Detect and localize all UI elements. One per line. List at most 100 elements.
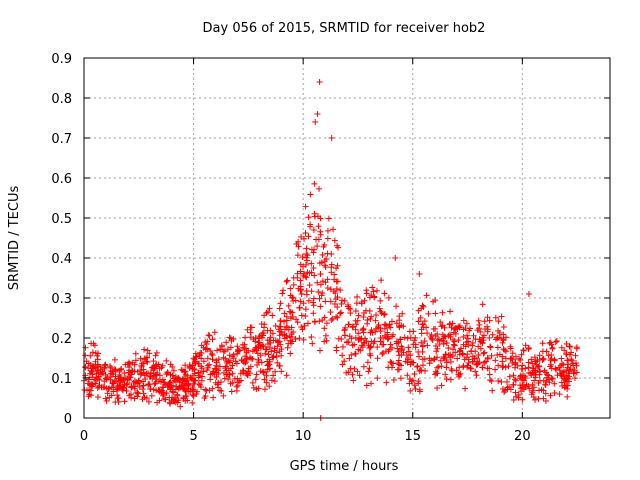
data-point <box>114 395 121 402</box>
data-point <box>492 357 499 364</box>
data-point <box>109 380 116 387</box>
data-point <box>405 355 412 362</box>
data-point <box>294 319 301 326</box>
data-point <box>234 375 241 382</box>
data-point <box>573 344 580 351</box>
data-point <box>519 384 526 391</box>
data-point <box>563 367 570 374</box>
data-point <box>173 383 180 390</box>
data-point <box>287 337 294 344</box>
data-point <box>89 371 96 378</box>
data-point <box>123 387 130 394</box>
x-tick-label: 20 <box>514 429 531 444</box>
data-point <box>399 345 406 352</box>
data-point <box>128 384 135 391</box>
y-tick-label: 0.2 <box>51 332 72 347</box>
data-point <box>103 376 110 383</box>
data-point <box>358 299 365 306</box>
data-point <box>428 357 435 364</box>
data-point <box>111 356 118 363</box>
data-point <box>396 324 403 331</box>
data-point <box>487 343 494 350</box>
data-point <box>383 322 390 329</box>
data-point <box>209 370 216 377</box>
data-point <box>447 308 454 315</box>
data-point <box>181 368 188 375</box>
data-point <box>94 361 101 368</box>
data-point <box>244 326 251 333</box>
data-point <box>407 361 414 368</box>
data-point <box>226 371 233 378</box>
data-point <box>348 351 355 358</box>
data-point <box>387 358 394 365</box>
data-point <box>211 329 218 336</box>
data-point <box>563 382 570 389</box>
x-tick-label: 15 <box>404 429 421 444</box>
data-point <box>338 297 345 304</box>
data-point <box>512 353 519 360</box>
plot-frame <box>83 57 611 419</box>
data-point <box>276 338 283 345</box>
data-point <box>82 363 89 370</box>
data-point <box>266 383 273 390</box>
data-point <box>427 333 434 340</box>
data-point <box>565 376 572 383</box>
data-point <box>256 339 263 346</box>
data-point <box>500 363 507 370</box>
data-point <box>567 343 574 350</box>
data-point <box>343 339 350 346</box>
data-point <box>277 317 284 324</box>
data-point <box>353 321 360 328</box>
data-point <box>138 370 145 377</box>
data-point <box>216 363 223 370</box>
data-point <box>172 373 179 380</box>
data-point <box>375 324 382 331</box>
data-point <box>535 379 542 386</box>
data-point <box>500 324 507 331</box>
data-point <box>363 382 370 389</box>
data-point <box>300 336 307 343</box>
data-point <box>487 344 494 351</box>
data-point <box>525 364 532 371</box>
data-point <box>302 203 309 210</box>
data-point <box>102 361 109 368</box>
data-point <box>394 366 401 373</box>
data-point <box>283 334 290 341</box>
data-point <box>535 395 542 402</box>
data-point <box>317 271 324 278</box>
data-point <box>203 387 210 394</box>
data-point <box>475 352 482 359</box>
data-point <box>432 342 439 349</box>
x-tick-label: 0 <box>80 429 88 444</box>
data-point <box>387 341 394 348</box>
data-point <box>150 358 157 365</box>
data-point <box>198 342 205 349</box>
data-point <box>192 350 199 357</box>
data-point <box>496 334 503 341</box>
data-point <box>519 396 526 403</box>
data-point <box>502 348 509 355</box>
data-point <box>272 322 279 329</box>
data-point <box>371 293 378 300</box>
data-point <box>183 381 190 388</box>
data-point <box>381 290 388 297</box>
data-point <box>419 302 426 309</box>
data-point <box>517 357 524 364</box>
data-point <box>434 345 441 352</box>
data-point <box>403 352 410 359</box>
data-point <box>367 329 374 336</box>
data-point <box>333 313 340 320</box>
data-point <box>244 372 251 379</box>
data-point <box>460 317 467 324</box>
data-point <box>416 388 423 395</box>
data-point <box>543 378 550 385</box>
data-point <box>328 251 335 258</box>
data-point <box>530 394 537 401</box>
data-point <box>339 343 346 350</box>
data-point <box>322 332 329 339</box>
y-axis-label: SRMTID / TECUs <box>7 186 22 291</box>
data-point <box>341 297 348 304</box>
data-point <box>411 371 418 378</box>
data-point <box>572 352 579 359</box>
data-point <box>82 344 89 351</box>
